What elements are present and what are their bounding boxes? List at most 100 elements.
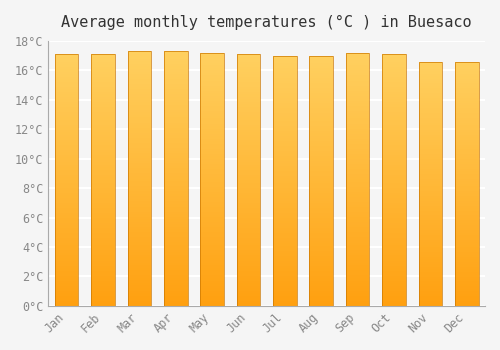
Bar	[273, 131, 296, 133]
Bar	[455, 259, 478, 262]
Bar	[273, 161, 296, 163]
Bar	[54, 228, 78, 230]
Bar	[418, 98, 442, 100]
Bar	[200, 222, 224, 225]
Bar	[418, 252, 442, 254]
Bar	[128, 77, 151, 79]
Bar	[455, 245, 478, 247]
Bar	[91, 281, 115, 283]
Bar	[418, 247, 442, 250]
Bar	[310, 143, 333, 146]
Bar	[346, 96, 370, 98]
Bar	[91, 69, 115, 72]
Bar	[382, 248, 406, 251]
Bar	[54, 175, 78, 177]
Bar	[236, 167, 260, 170]
Bar	[236, 97, 260, 99]
Bar	[455, 74, 478, 76]
Bar	[128, 288, 151, 290]
Bar	[273, 216, 296, 218]
Bar	[128, 117, 151, 120]
Bar	[455, 247, 478, 250]
Bar	[418, 296, 442, 299]
Bar	[200, 76, 224, 78]
Bar	[236, 150, 260, 152]
Bar	[310, 168, 333, 171]
Bar	[91, 74, 115, 77]
Bar	[236, 198, 260, 200]
Bar	[91, 291, 115, 293]
Bar	[164, 181, 188, 184]
Bar	[54, 200, 78, 203]
Bar	[54, 230, 78, 233]
Bar	[382, 173, 406, 175]
Bar	[310, 186, 333, 188]
Bar	[418, 294, 442, 296]
Bar	[455, 220, 478, 223]
Bar	[346, 263, 370, 265]
Bar	[54, 188, 78, 190]
Bar	[346, 260, 370, 263]
Bar	[236, 130, 260, 132]
Bar	[310, 278, 333, 281]
Bar	[382, 251, 406, 253]
Bar	[455, 301, 478, 303]
Bar	[164, 217, 188, 219]
Bar	[91, 210, 115, 213]
Bar	[200, 296, 224, 298]
Bar	[54, 57, 78, 59]
Bar	[273, 128, 296, 131]
Bar	[310, 213, 333, 216]
Bar	[236, 245, 260, 248]
Bar	[200, 286, 224, 288]
Bar	[128, 84, 151, 87]
Bar	[418, 174, 442, 176]
Bar	[236, 67, 260, 69]
Bar	[54, 59, 78, 62]
Bar	[54, 84, 78, 87]
Bar	[128, 138, 151, 140]
Bar	[200, 78, 224, 80]
Bar	[382, 245, 406, 248]
Bar	[346, 217, 370, 220]
Bar	[236, 240, 260, 243]
Bar	[200, 103, 224, 106]
Bar	[310, 176, 333, 178]
Bar	[164, 273, 188, 275]
Bar	[310, 253, 333, 256]
Bar	[310, 243, 333, 246]
Bar	[310, 216, 333, 218]
Bar	[418, 286, 442, 289]
Bar	[418, 149, 442, 152]
Bar	[91, 64, 115, 67]
Bar	[164, 110, 188, 112]
Bar	[310, 141, 333, 143]
Bar	[310, 266, 333, 268]
Bar	[164, 156, 188, 158]
Bar	[164, 145, 188, 148]
Bar	[200, 271, 224, 273]
Bar	[200, 101, 224, 103]
Bar	[382, 238, 406, 240]
Bar	[54, 301, 78, 303]
Bar	[455, 274, 478, 276]
Bar	[236, 271, 260, 273]
Bar	[91, 155, 115, 158]
Bar	[236, 72, 260, 74]
Bar	[91, 137, 115, 140]
Bar	[346, 119, 370, 121]
Bar	[200, 98, 224, 101]
Bar	[418, 152, 442, 154]
Bar	[54, 132, 78, 135]
Bar	[273, 71, 296, 73]
Bar	[418, 230, 442, 232]
Bar	[91, 114, 115, 117]
Bar	[91, 54, 115, 57]
Bar	[455, 79, 478, 81]
Bar	[128, 176, 151, 178]
Bar	[54, 223, 78, 225]
Bar	[91, 87, 115, 89]
Bar	[346, 124, 370, 126]
Bar	[273, 266, 296, 268]
Bar	[418, 269, 442, 272]
